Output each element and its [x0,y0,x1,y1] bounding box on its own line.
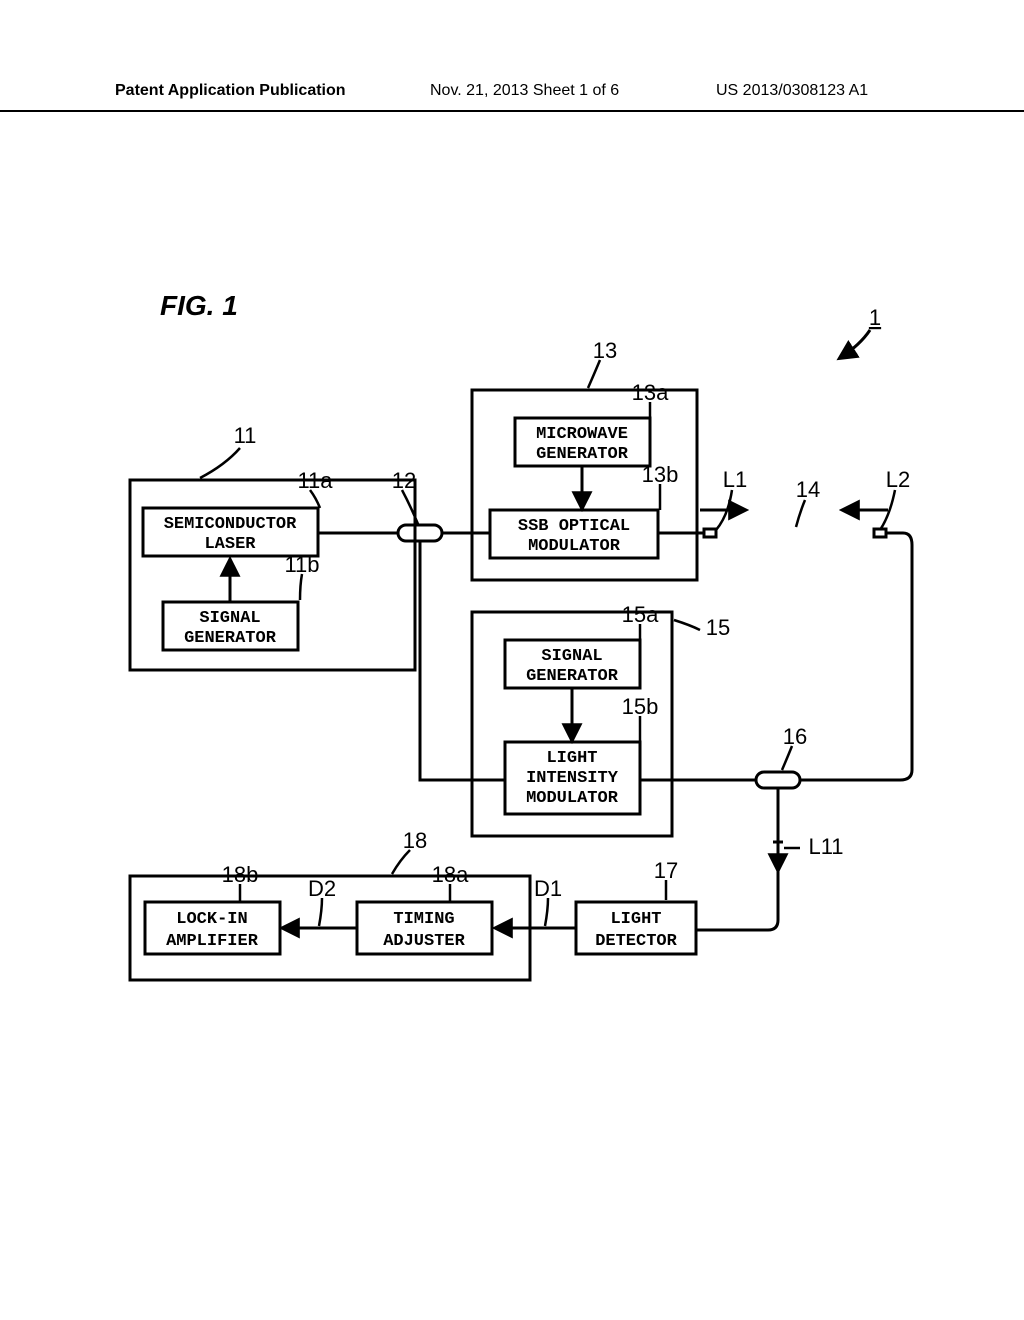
label-13b: 13b [642,462,679,487]
semiconductor-laser-text2: LASER [204,535,256,554]
label-16: 16 [783,724,807,749]
label-D1: D1 [534,876,562,901]
timing-text2: ADJUSTER [383,932,465,951]
label-L1: L1 [723,467,747,492]
line-L2-16 [800,533,912,780]
leader-15 [674,620,700,630]
sig-gen-11b-text2: GENERATOR [184,629,277,648]
lim-text3: MODULATOR [526,789,619,808]
page: Patent Application Publication Nov. 21, … [0,0,1024,1320]
lockin-text1: LOCK-IN [176,910,247,929]
label-L11: L11 [808,834,843,859]
sig-gen-15a-text1: SIGNAL [541,647,602,666]
label-D2: D2 [308,876,336,901]
label-15b: 15b [622,694,659,719]
label-13: 13 [593,338,617,363]
label-18: 18 [403,828,427,853]
leader-D1 [545,898,548,926]
label-12: 12 [392,468,416,493]
label-11a: 11a [297,468,333,493]
light-detector-text2: DETECTOR [595,932,677,951]
label-11: 11 [234,423,257,448]
light-detector-text1: LIGHT [610,910,661,929]
block-diagram: SEMICONDUCTOR LASER SIGNAL GENERATOR MIC… [0,0,1024,1320]
label-18b: 18b [222,862,259,887]
lim-text2: INTENSITY [526,769,619,788]
coupler-12 [398,525,442,541]
lockin-text2: AMPLIFIER [166,932,259,951]
sig-gen-15a-text2: GENERATOR [526,667,619,686]
label-14: 14 [796,477,820,502]
fiber-end-L2 [874,529,886,537]
label-L2: L2 [886,467,910,492]
sig-gen-11b-text1: SIGNAL [199,609,260,628]
label-11b: 11b [284,552,319,577]
microwave-text2: GENERATOR [536,445,629,464]
microwave-text1: MICROWAVE [536,425,628,444]
leader-14 [796,500,805,527]
leader-16 [782,746,792,770]
leader-11b [300,574,302,600]
line-12-15b [420,541,505,780]
label-1: 1 [869,305,881,330]
semiconductor-laser-text1: SEMICONDUCTOR [164,515,297,534]
label-15a: 15a [622,602,659,627]
leader-1 [840,330,870,358]
line-16-17 [695,788,778,930]
ssb-text1: SSB OPTICAL [518,517,630,536]
timing-text1: TIMING [393,910,454,929]
coupler-16 [756,772,800,788]
ssb-text2: MODULATOR [528,537,621,556]
leader-D2 [319,898,322,926]
label-18a: 18a [432,862,469,887]
leader-11 [200,448,240,478]
label-17: 17 [654,858,678,883]
lim-text1: LIGHT [546,749,597,768]
leader-18 [392,850,410,874]
leader-13 [588,360,600,388]
label-13a: 13a [632,380,669,405]
fiber-end-L1 [704,529,716,537]
label-15: 15 [706,615,730,640]
